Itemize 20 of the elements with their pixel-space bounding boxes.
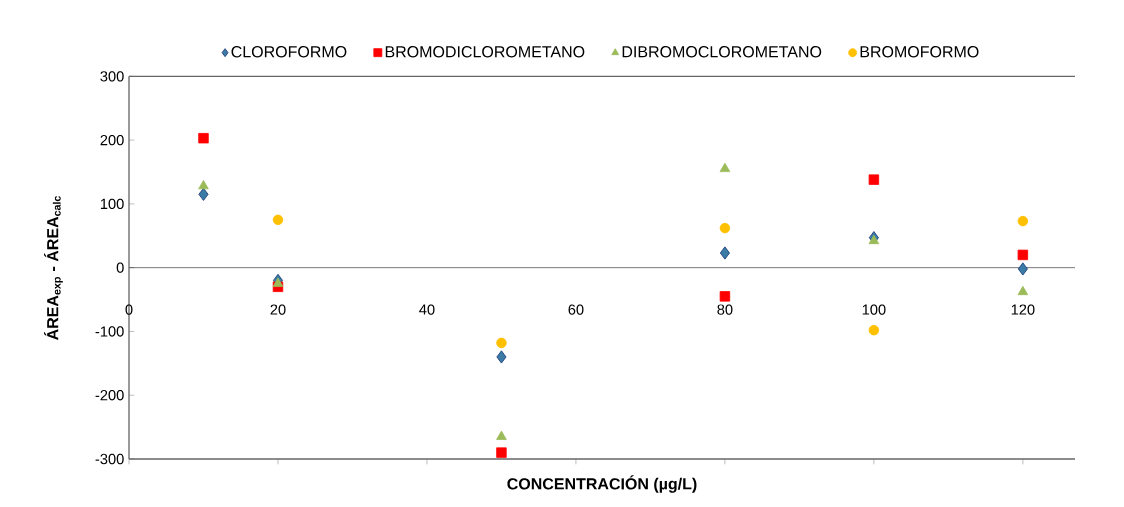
legend-label: BROMODICLOROMETANO — [385, 46, 585, 58]
x-tick-label: 20 — [270, 304, 286, 315]
x-tick-label: 100 — [862, 304, 886, 315]
legend-label: DIBROMOCLOROMETANO — [622, 46, 822, 58]
legend-label: CLOROFORMO — [231, 46, 347, 58]
x-tick-label: 80 — [717, 304, 733, 315]
x-axis-title: CONCENTRACIÓN (µg/L) — [507, 475, 697, 493]
y-tick-label: -100 — [95, 326, 124, 337]
x-tick-label: 0 — [125, 304, 133, 315]
text: ÁREA$_{exp}$ - ÁREA$_{calc}$ — [44, 195, 63, 340]
y-tick-label: 100 — [100, 198, 124, 210]
x-tick-label: 60 — [568, 304, 584, 315]
legend-label: BROMOFORMO — [860, 46, 979, 58]
y-tick-label: -200 — [95, 390, 124, 401]
y-tick-label: 300 — [100, 71, 124, 82]
x-tick-label: 120 — [1011, 304, 1035, 315]
x-tick-label: 40 — [419, 304, 435, 315]
y-tick-label: 0 — [116, 262, 124, 273]
y-tick-label: -300 — [95, 453, 124, 465]
y-tick-label: 200 — [100, 134, 124, 146]
